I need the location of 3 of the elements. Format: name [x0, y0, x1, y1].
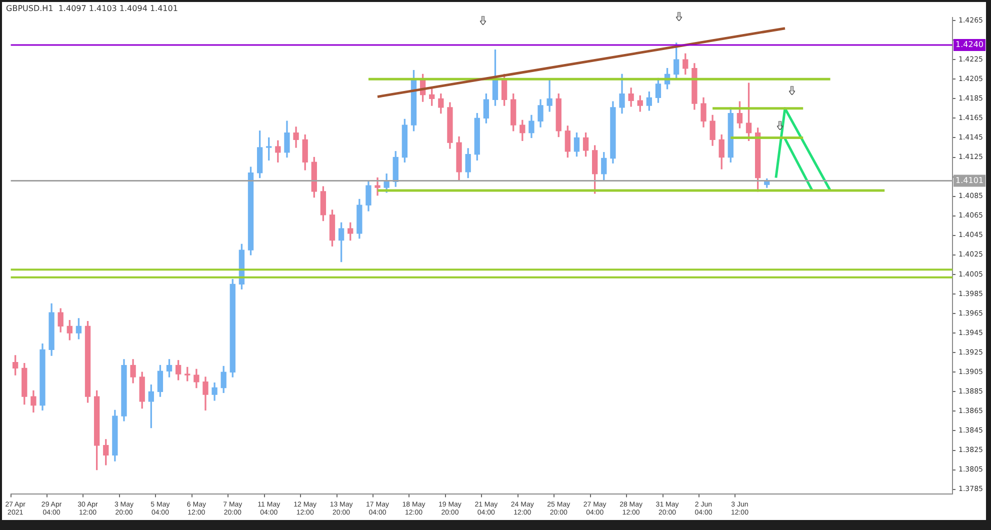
- ref-line-label: 1.4101: [956, 176, 984, 185]
- chart-title: GBPUSD.H1 1.4097 1.4103 1.4094 1.4101: [6, 4, 178, 13]
- ref-line-label: 1.4240: [956, 40, 984, 50]
